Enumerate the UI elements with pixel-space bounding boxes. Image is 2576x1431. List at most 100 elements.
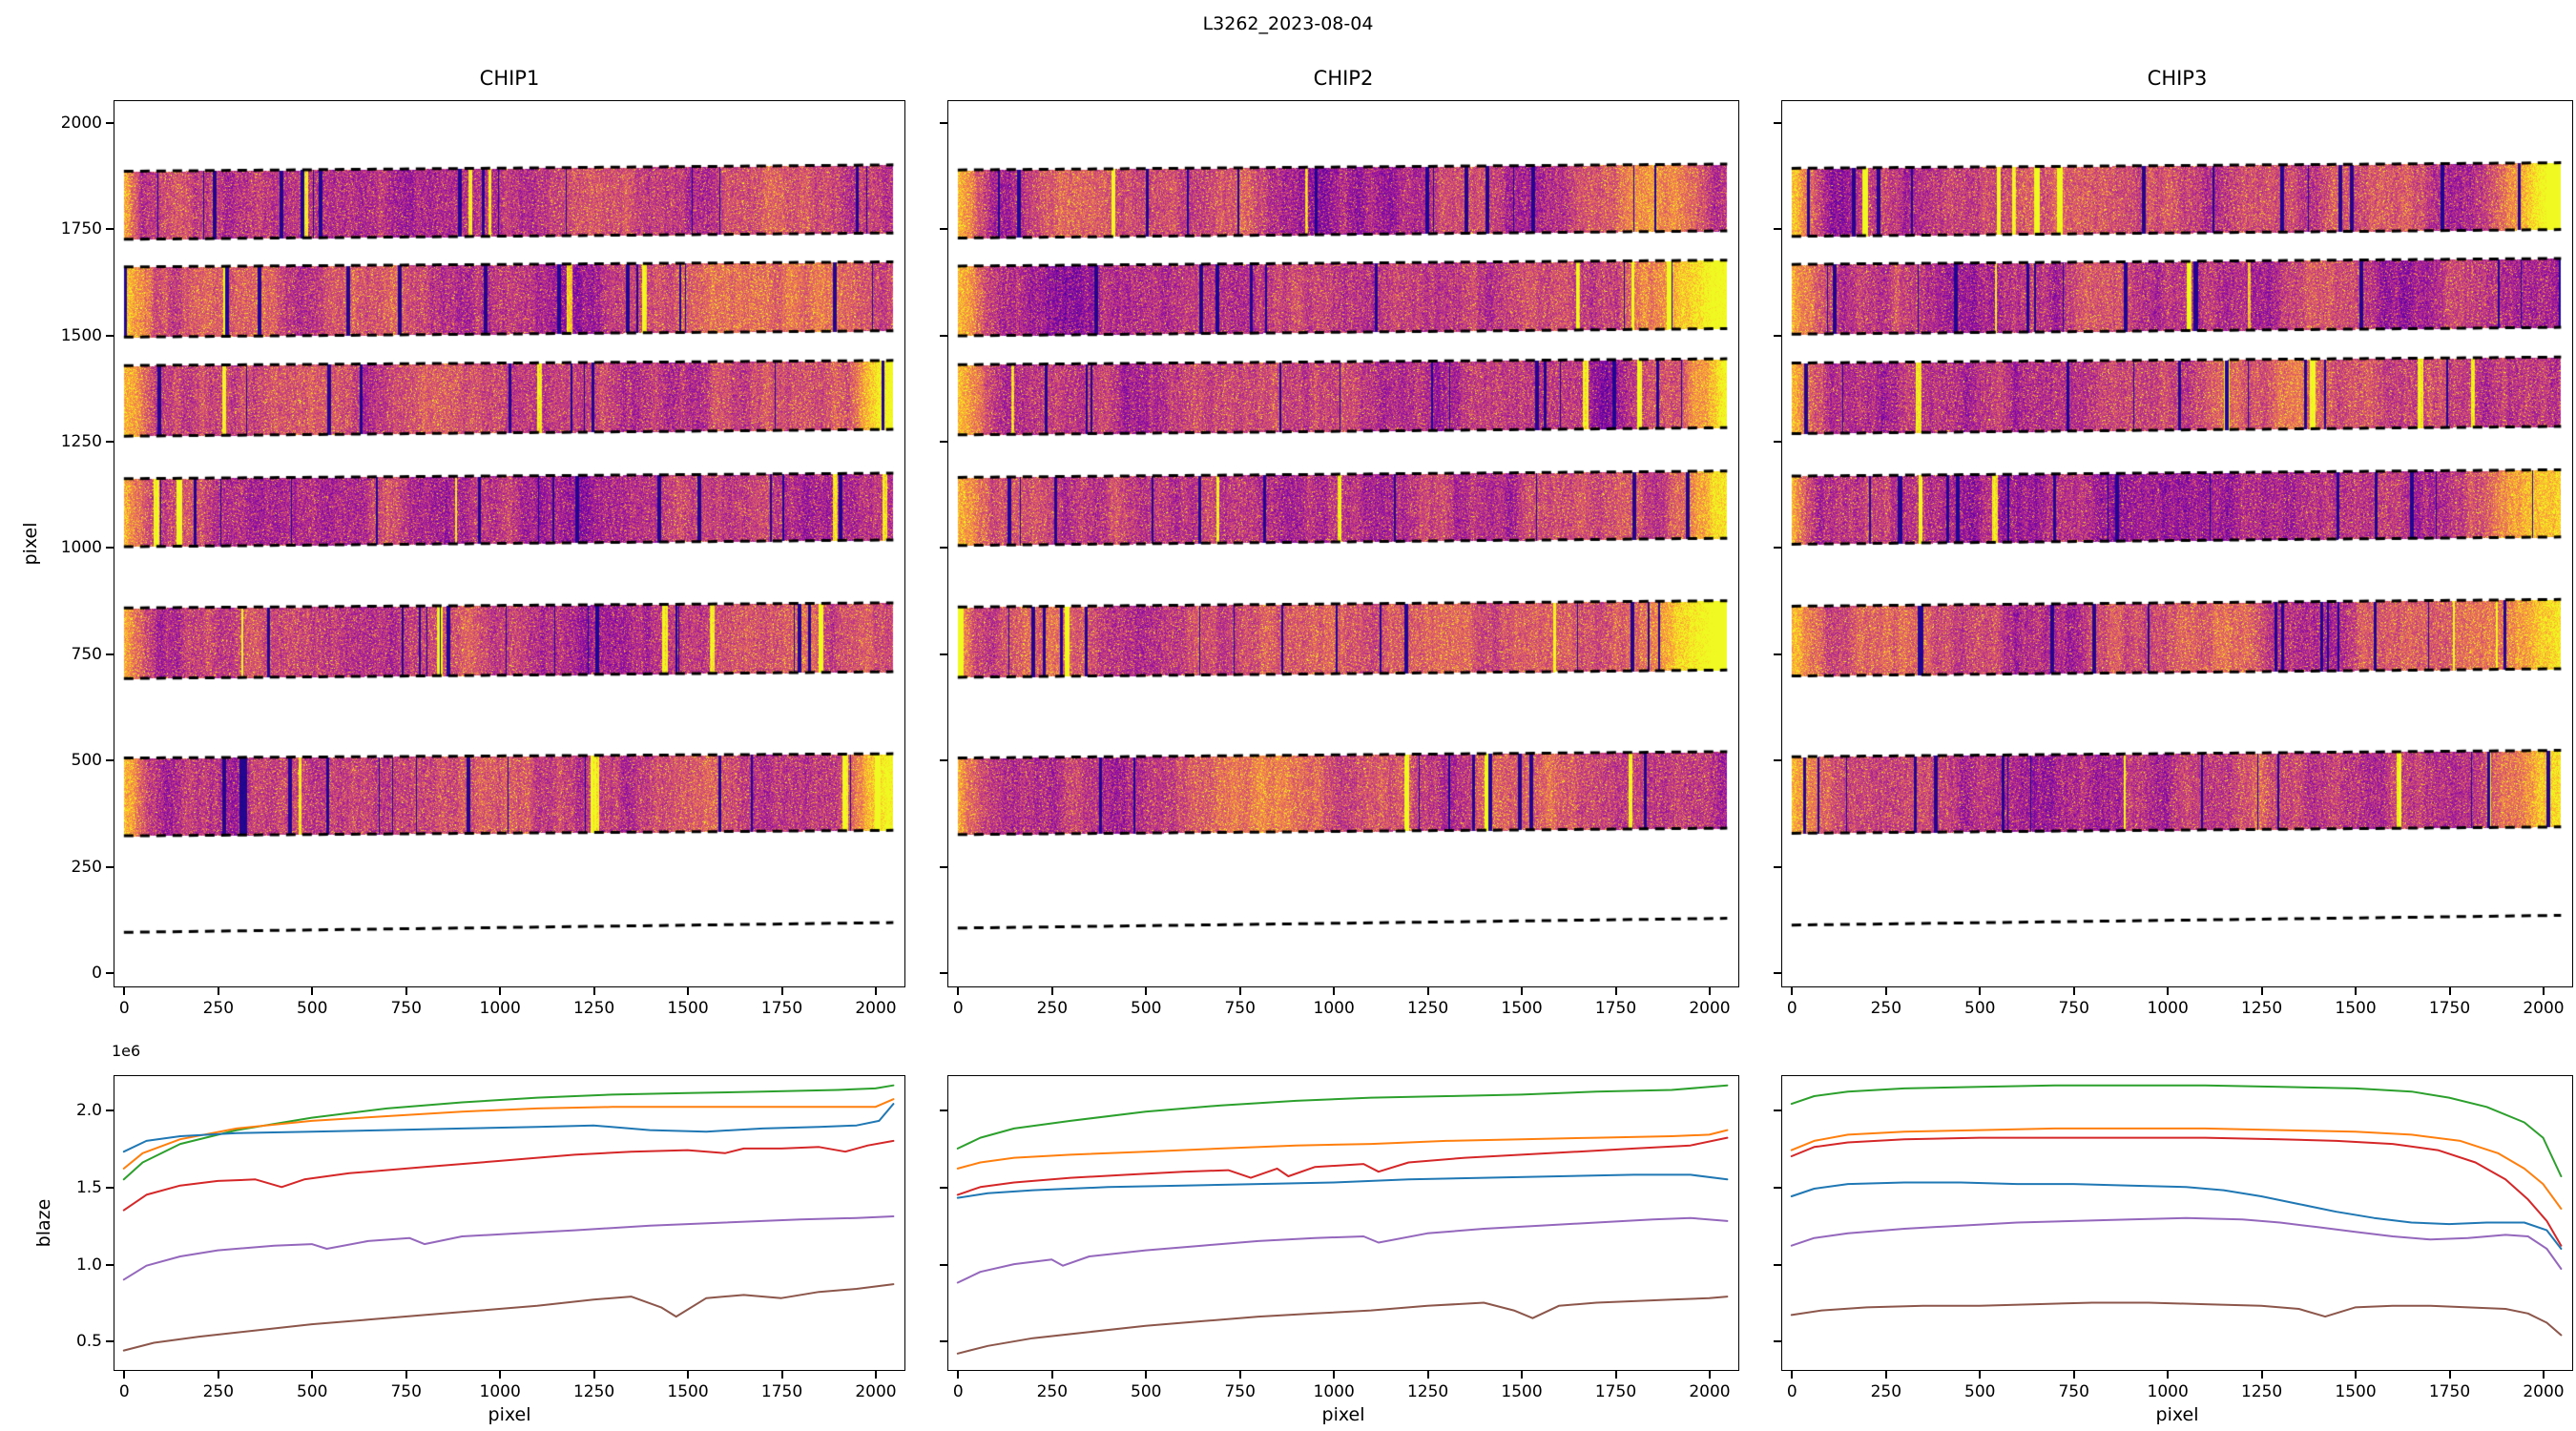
x-tick (1791, 987, 1794, 995)
x-tick (499, 1371, 502, 1379)
x-tick-label: 1500 (2335, 1382, 2377, 1401)
x-tick (2542, 1371, 2545, 1379)
x-tick-label: 1500 (1501, 999, 1543, 1018)
x-tick-label: 250 (202, 999, 235, 1018)
x-tick-label: 2000 (2523, 1382, 2565, 1401)
x-tick-label: 1500 (667, 1382, 709, 1401)
x-tick-label: 750 (2058, 999, 2089, 1018)
x-tick (405, 1371, 407, 1379)
y-tick-label: 1750 (60, 219, 102, 239)
x-tick-label: 250 (1870, 1382, 1902, 1401)
x-tick-label: 1500 (667, 999, 709, 1018)
x-tick-label: 1250 (2240, 999, 2283, 1018)
chip3-title: CHIP3 (2147, 67, 2208, 90)
x-tick-label: 0 (952, 999, 964, 1018)
x-tick (2167, 987, 2170, 995)
blaze-series-green (1790, 1084, 2563, 1177)
y-tick (1774, 865, 1781, 868)
chip1-blaze-plot (122, 1084, 895, 1352)
x-tick-label: 2000 (1689, 1382, 1731, 1401)
blaze-series-orange (956, 1129, 1729, 1170)
y-tick (1774, 441, 1781, 444)
chip2-orders-image (948, 101, 1737, 985)
y-tick (1774, 759, 1781, 762)
x-tick (2072, 1371, 2075, 1379)
y-tick (940, 441, 947, 444)
blaze-series-brown (956, 1296, 1729, 1355)
chip3-orders-panel (1781, 100, 2573, 987)
y-tick (106, 1263, 114, 1266)
x-tick (1979, 987, 1982, 995)
x-tick-label: 1500 (2335, 999, 2377, 1018)
y-tick-label: 0 (92, 964, 102, 984)
y-tick (1774, 228, 1781, 231)
y-tick (940, 334, 947, 337)
x-tick (687, 1371, 690, 1379)
x-tick (405, 987, 407, 995)
x-tick-label: 500 (1131, 999, 1162, 1018)
y-tick (940, 228, 947, 231)
x-tick (1884, 1371, 1887, 1379)
x-tick (1238, 1371, 1241, 1379)
x-tick-label: 0 (118, 1382, 130, 1401)
chip3-blaze-plot (1790, 1084, 2563, 1337)
blaze-series-red (1790, 1136, 2563, 1247)
x-tick (217, 987, 219, 995)
y-tick-label: 1.0 (75, 1255, 102, 1275)
y-tick-label: 250 (71, 857, 102, 877)
y-tick (1774, 1340, 1781, 1343)
y-tick (106, 228, 114, 231)
chip1-blaze-xlabel: pixel (488, 1404, 531, 1425)
figure-title: L3262_2023-08-04 (1202, 13, 1374, 34)
x-tick (1426, 987, 1429, 995)
x-tick-label: 1500 (1501, 1382, 1543, 1401)
y-tick (940, 653, 947, 655)
x-tick (2167, 1371, 2170, 1379)
x-tick-label: 750 (1224, 1382, 1256, 1401)
y-tick-label: 2.0 (75, 1101, 102, 1121)
x-tick-label: 500 (1131, 1382, 1162, 1401)
x-tick (1333, 1371, 1336, 1379)
x-tick-label: 750 (390, 1382, 422, 1401)
y-tick (106, 759, 114, 762)
chip3-blaze-panel (1781, 1075, 2573, 1371)
x-tick (1050, 1371, 1053, 1379)
x-tick (1708, 987, 1711, 995)
y-tick (1774, 1263, 1781, 1266)
chip3-orders-image (1782, 101, 2571, 985)
blaze-series-purple (1790, 1216, 2563, 1270)
x-tick (874, 1371, 877, 1379)
x-tick (592, 987, 595, 995)
x-tick (874, 987, 877, 995)
x-tick (311, 987, 314, 995)
x-tick (780, 1371, 783, 1379)
x-tick-label: 1250 (1406, 1382, 1449, 1401)
blaze-series-orange (122, 1098, 895, 1170)
x-tick-label: 500 (1964, 999, 1996, 1018)
x-tick-label: 1750 (760, 1382, 803, 1401)
x-tick-label: 2000 (855, 999, 897, 1018)
y-tick (1774, 1110, 1781, 1112)
y-tick (940, 972, 947, 975)
x-tick-label: 1000 (1313, 999, 1355, 1018)
chip1-orders-panel (114, 100, 905, 987)
x-tick-label: 1250 (572, 1382, 615, 1401)
x-tick-label: 250 (1036, 999, 1069, 1018)
blaze-series-red (122, 1139, 895, 1212)
y-tick-label: 1.5 (75, 1177, 102, 1197)
chip1-orders-image (114, 101, 904, 985)
x-tick-label: 1250 (2240, 1382, 2283, 1401)
chip3-blaze-xlabel: pixel (2155, 1404, 2199, 1425)
blaze-series-green (956, 1084, 1729, 1150)
y-tick-label: 1250 (60, 432, 102, 452)
x-tick (1521, 1371, 1524, 1379)
x-tick-label: 1750 (1594, 1382, 1637, 1401)
x-tick (2448, 987, 2451, 995)
x-tick (687, 987, 690, 995)
y-tick (106, 121, 114, 124)
x-tick (123, 987, 126, 995)
x-tick-label: 0 (1786, 1382, 1797, 1401)
x-tick-label: 500 (1964, 1382, 1996, 1401)
x-tick (311, 1371, 314, 1379)
